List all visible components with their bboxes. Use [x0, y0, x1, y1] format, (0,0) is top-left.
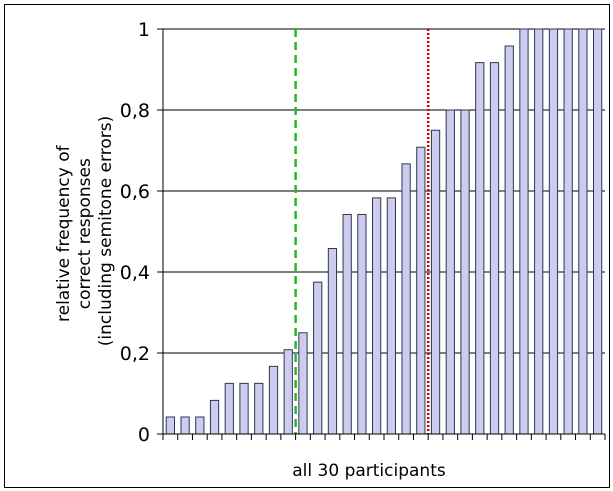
bar	[430, 129, 441, 435]
bar	[209, 399, 220, 435]
bar	[475, 62, 485, 435]
bar	[298, 332, 308, 435]
y-axis-title: relative frequency of correct responses …	[54, 116, 116, 346]
bar	[504, 45, 514, 435]
bars	[165, 28, 603, 435]
axes	[157, 28, 606, 440]
y-tick-label: 0	[138, 424, 150, 446]
y-tick-label: 0,8	[120, 100, 150, 122]
bar	[593, 28, 603, 435]
y-axis-title-line-3: (including semitone errors)	[96, 116, 116, 346]
bar	[534, 28, 544, 435]
bar	[239, 382, 249, 435]
bar	[195, 416, 205, 435]
bar	[519, 28, 529, 435]
y-tick-label: 0,2	[120, 343, 150, 365]
bar	[224, 382, 234, 435]
bar	[445, 109, 455, 435]
bar	[460, 109, 470, 435]
bar	[327, 248, 338, 435]
bar	[386, 197, 396, 435]
bar	[342, 213, 352, 435]
bar	[372, 197, 382, 435]
reference-lines	[294, 29, 430, 434]
bar	[548, 28, 559, 435]
grid-lines	[163, 28, 605, 354]
bar	[283, 349, 293, 435]
y-tick-label: 1	[138, 19, 150, 41]
bar	[180, 416, 190, 435]
bar	[401, 163, 411, 435]
bar	[416, 146, 426, 435]
y-axis-title-line-2: correct responses	[75, 158, 95, 309]
bar	[165, 416, 175, 435]
bar	[489, 62, 500, 435]
bar	[357, 213, 367, 435]
bar	[313, 281, 323, 435]
chart-frame	[4, 4, 610, 488]
y-tick-label: 0,4	[120, 262, 150, 284]
y-axis-title-line-1: relative frequency of	[54, 144, 74, 322]
bar	[254, 382, 264, 435]
bar	[268, 365, 279, 435]
x-axis-title: all 30 participants	[292, 461, 446, 481]
y-tick-label: 0,6	[120, 181, 150, 203]
bar	[563, 28, 573, 435]
y-tick-labels: 0 0,2 0,4 0,6 0,8 1	[120, 19, 150, 446]
bar	[578, 28, 588, 435]
